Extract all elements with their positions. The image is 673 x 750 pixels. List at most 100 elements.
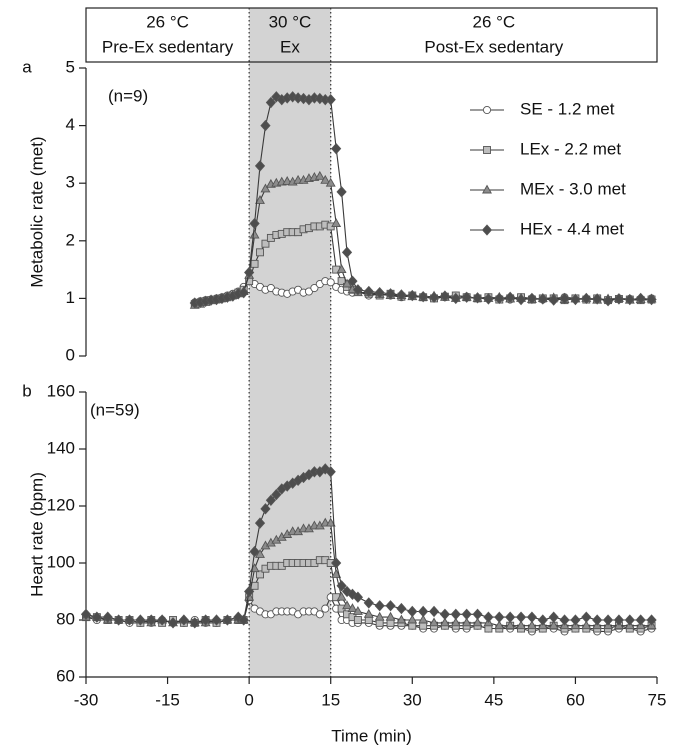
marker (581, 620, 592, 630)
marker (321, 604, 330, 613)
marker (347, 603, 358, 613)
marker (481, 224, 493, 236)
marker (256, 248, 264, 257)
marker (482, 105, 492, 115)
marker (559, 614, 570, 626)
marker (505, 291, 516, 303)
marker (249, 229, 260, 239)
marker (461, 617, 472, 627)
marker (325, 94, 336, 106)
marker (439, 617, 450, 627)
marker (439, 608, 451, 620)
marker (483, 611, 494, 623)
marker (450, 608, 461, 620)
marker (336, 591, 347, 601)
marker (337, 277, 346, 286)
marker (472, 292, 483, 304)
marker (396, 614, 407, 624)
marker (255, 195, 265, 204)
phase-label: Ex (280, 37, 300, 56)
y-tick-label: 2 (66, 230, 75, 249)
marker (581, 611, 592, 623)
marker (315, 610, 324, 619)
header-box (85, 7, 658, 63)
marker (646, 293, 657, 306)
annotation: (n=59) (90, 400, 140, 419)
legend-label: LEx - 2.2 met (520, 139, 621, 158)
series-line (194, 96, 652, 304)
marker (325, 466, 336, 478)
marker (249, 545, 260, 558)
marker (439, 290, 451, 302)
marker (331, 142, 342, 155)
marker (265, 494, 277, 506)
marker (450, 617, 461, 627)
marker (325, 177, 336, 187)
marker (407, 614, 418, 624)
marker (494, 292, 505, 305)
marker (157, 614, 168, 626)
marker (494, 611, 505, 623)
marker (260, 119, 271, 132)
marker (461, 291, 472, 303)
marker (505, 611, 516, 623)
marker (374, 286, 385, 299)
marker (249, 217, 260, 230)
marker (314, 170, 325, 180)
marker (548, 620, 559, 630)
marker (374, 600, 385, 612)
marker (385, 611, 396, 621)
marker (320, 174, 331, 184)
marker (167, 617, 179, 629)
marker (244, 266, 255, 279)
marker (256, 570, 264, 579)
marker (310, 283, 319, 293)
marker (341, 246, 353, 258)
series-line (86, 522, 652, 627)
marker (592, 614, 603, 626)
x-tick-label: -15 (155, 690, 180, 709)
marker (271, 488, 282, 501)
marker (353, 616, 362, 624)
marker (363, 597, 374, 609)
y-tick-label: 0 (66, 345, 75, 364)
y-tick-label: 1 (66, 288, 75, 307)
marker (418, 290, 429, 303)
marker (336, 580, 347, 592)
marker (363, 285, 374, 298)
header-shade (249, 8, 331, 62)
panel-label: a (22, 57, 32, 76)
marker (635, 292, 646, 305)
marker (472, 617, 483, 627)
exercise-shade (249, 62, 331, 374)
marker (548, 294, 559, 306)
marker (336, 186, 347, 198)
panel-label: b (22, 381, 31, 400)
legend-label: SE - 1.2 met (520, 99, 615, 118)
marker (428, 291, 440, 303)
x-tick-label: 60 (566, 690, 585, 709)
marker (342, 278, 352, 288)
marker (613, 614, 625, 626)
legend-label: HEx - 4.4 met (520, 219, 624, 238)
marker (548, 611, 559, 623)
y-tick-label: 120 (47, 495, 75, 514)
marker (336, 264, 347, 274)
y-tick-label: 3 (66, 173, 75, 192)
marker (124, 614, 135, 626)
marker (472, 608, 483, 620)
marker (178, 614, 189, 626)
legend-label: MEx - 3.0 met (520, 179, 626, 198)
marker (238, 614, 249, 626)
marker (592, 293, 603, 305)
marker (515, 293, 527, 306)
y-tick-label: 160 (47, 381, 75, 400)
marker (537, 293, 548, 305)
marker (526, 611, 538, 623)
marker (200, 614, 211, 626)
marker (255, 549, 265, 558)
marker (526, 620, 537, 630)
marker (113, 614, 124, 626)
y-tick-label: 100 (47, 552, 75, 571)
